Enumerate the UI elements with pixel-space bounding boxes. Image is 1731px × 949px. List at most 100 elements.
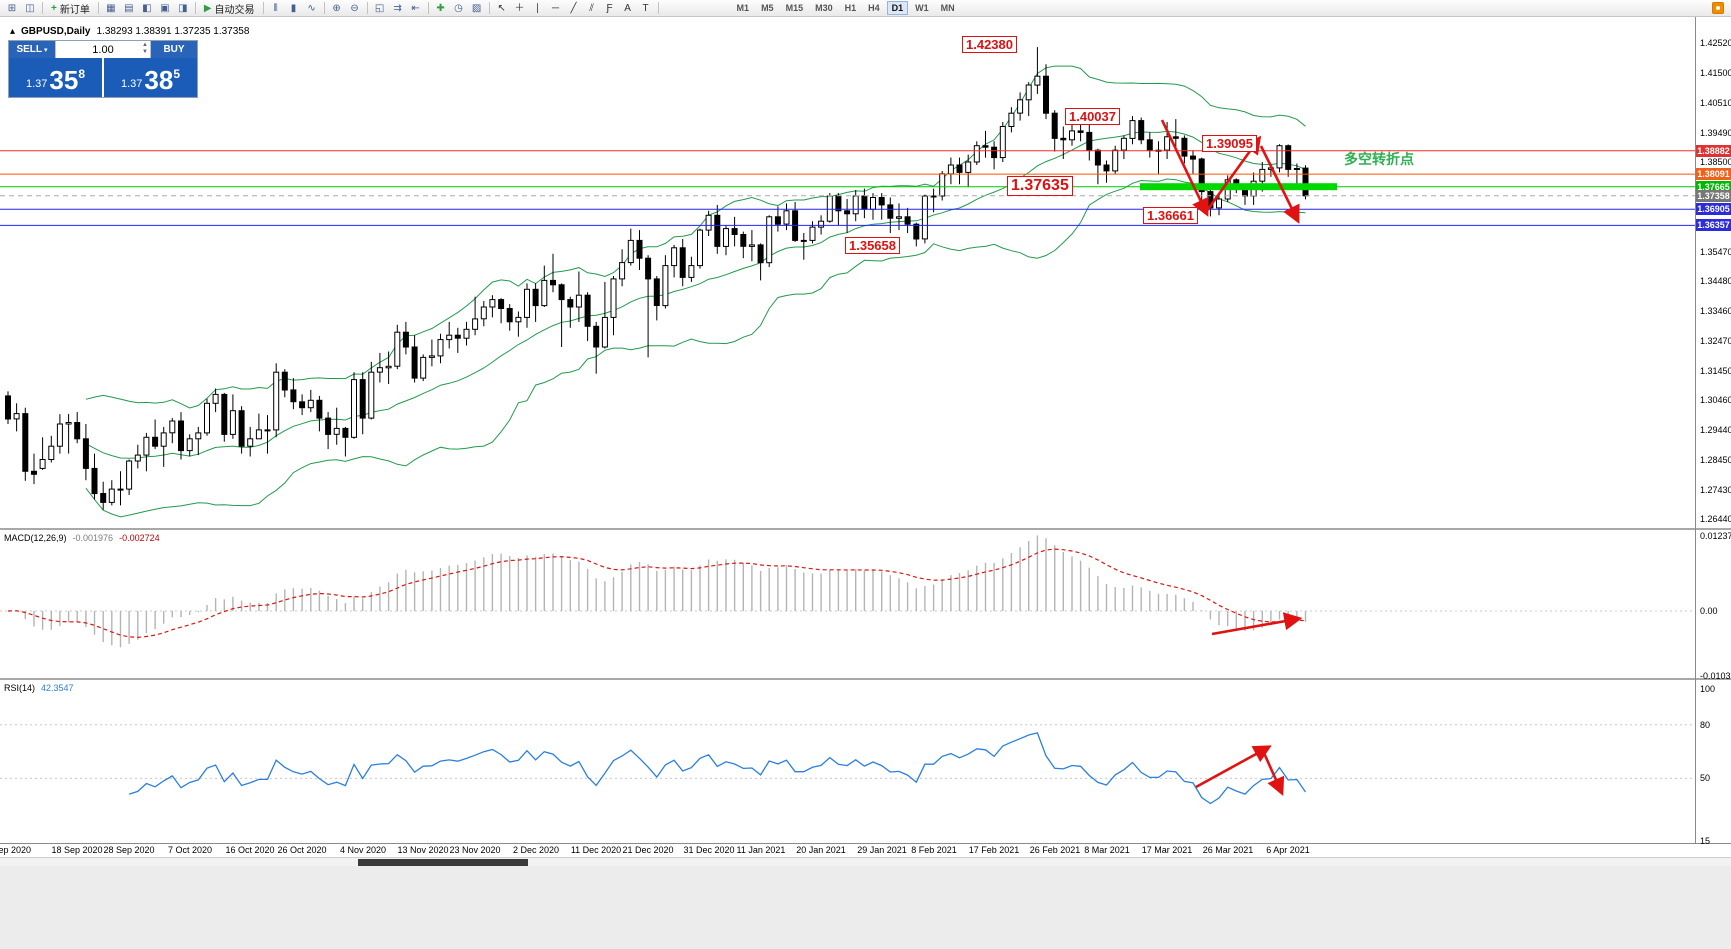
buy-header-button[interactable]: BUY [151, 41, 197, 58]
time-axis-label: 11 Jan 2021 [736, 845, 786, 855]
channel-icon[interactable]: ⫽ [589, 2, 594, 14]
panel-separator[interactable] [0, 678, 1731, 680]
new-order-button[interactable]: + 新订单 [46, 1, 95, 16]
timeframe-h4-button[interactable]: H4 [868, 3, 880, 13]
price-axis-label: 1.38500 [1700, 157, 1731, 167]
profiles-icon[interactable]: ◫ [25, 2, 35, 14]
timeframe-w1-button[interactable]: W1 [915, 3, 929, 13]
timeframe-m30-button[interactable]: M30 [815, 3, 833, 13]
price-annotation[interactable]: 1.39095 [1202, 135, 1257, 152]
sell-button[interactable]: 1.37 35 8 [9, 58, 102, 97]
text-icon[interactable]: A [624, 2, 631, 14]
rsi-axis-label: 15 [1700, 836, 1711, 846]
auto-scroll-icon[interactable]: ⇉ [393, 2, 402, 14]
fibonacci-icon[interactable]: Ƒ [606, 2, 613, 14]
rsi-label: RSI(14) 42.3547 [4, 683, 74, 693]
new-chart-icon[interactable]: ⊞ [7, 2, 17, 14]
price-axis-label: 1.28450 [1700, 455, 1731, 465]
zoom-in-icon[interactable]: ⊕ [332, 2, 341, 14]
alert-badge[interactable] [1712, 2, 1724, 14]
collapse-trade-panel-button[interactable]: ▴ [10, 26, 16, 37]
timeframe-h1-button[interactable]: H1 [844, 3, 857, 13]
trend-arrow-main[interactable] [1160, 119, 1209, 217]
timeframe-mn-button[interactable]: MN [940, 3, 955, 13]
price-axis-label: 1.42520 [1700, 38, 1731, 48]
zoom-out-icon[interactable]: ⊖ [350, 2, 359, 14]
indicators-icon[interactable]: ✚ [436, 2, 445, 14]
time-axis-label: 2 Dec 2020 [512, 845, 560, 855]
price-axis-label: 1.35470 [1700, 247, 1731, 257]
timeframe-m5-button[interactable]: M5 [761, 3, 774, 13]
new-order-button-label: 新订单 [59, 4, 90, 16]
price-axis-label: 1.29440 [1700, 425, 1731, 435]
price-annotation[interactable]: 1.42380 [962, 36, 1017, 53]
trend-arrows[interactable] [1160, 119, 1303, 796]
cursor-icon[interactable]: ↖ [497, 2, 506, 14]
text-annotation[interactable]: 多空转折点 [1344, 151, 1414, 167]
horizontal-scrollbar[interactable] [0, 857, 1731, 866]
toolbar-separator [42, 2, 43, 14]
support-zone-bar[interactable] [1140, 183, 1337, 191]
trend-arrow-main[interactable] [1204, 135, 1262, 213]
bar-chart-icon[interactable]: ⫴ [273, 2, 278, 14]
terminal-icon[interactable]: ▣ [160, 2, 170, 14]
price-annotation[interactable]: 1.36661 [1143, 207, 1198, 224]
horizontal-line-icon[interactable]: ─ [552, 2, 560, 14]
autotrading-button[interactable]: ▶ 自动交易 [199, 1, 260, 16]
price-axis-label: 1.41500 [1700, 68, 1731, 78]
bollinger-upper-band [85, 65, 1306, 409]
trend-arrow-macd[interactable] [1211, 612, 1303, 636]
trend-arrow-main[interactable] [1259, 145, 1300, 224]
trendline-icon[interactable]: ╱ [570, 2, 577, 14]
price-annotation[interactable]: 1.35658 [845, 237, 900, 254]
periods-icon[interactable]: ◷ [454, 2, 463, 14]
buy-button[interactable]: 1.37 38 5 [104, 58, 197, 97]
toolbar-separator [488, 2, 490, 14]
macd-main-value: -0.001976 [72, 533, 114, 543]
volume-input[interactable]: 1.00 ▲ ▼ [55, 41, 151, 58]
volume-decrease-button[interactable]: ▼ [142, 49, 148, 55]
time-axis-label: 6 Apr 2021 [1266, 845, 1310, 855]
candlestick-chart-icon[interactable]: ▮ [290, 2, 297, 14]
navigator-icon[interactable]: ◧ [142, 2, 152, 14]
price-axis-label: 1.31450 [1700, 366, 1731, 376]
timeframe-m15-button[interactable]: M15 [785, 3, 804, 13]
rsi-name: RSI(14) [4, 683, 36, 693]
timeframe-d1-button[interactable]: D1 [886, 1, 909, 15]
price-axis-label: 1.32470 [1700, 336, 1731, 346]
tile-windows-icon[interactable]: ◱ [374, 2, 385, 14]
sell-header-button[interactable]: SELL ▾ [9, 41, 55, 58]
bollinger-middle-band [85, 130, 1306, 459]
macd-name: MACD(12,26,9) [4, 533, 67, 543]
market-watch-icon[interactable]: ▦ [106, 2, 116, 14]
timeframe-m1-button[interactable]: M1 [736, 3, 750, 13]
trend-arrow-rsi[interactable] [1195, 745, 1272, 789]
time-axis-label: 8 Sep 2020 [0, 845, 32, 855]
toolbar-separator [262, 2, 264, 14]
strategy-tester-icon[interactable]: ◨ [178, 2, 188, 14]
price-axis-label: 1.26440 [1700, 514, 1731, 524]
chart-shift-icon[interactable]: ⇤ [411, 2, 420, 14]
price-annotation[interactable]: 1.37635 [1007, 176, 1073, 196]
text-label-icon[interactable]: T [642, 2, 649, 14]
scrollbar-handle[interactable] [358, 859, 528, 866]
volume-increase-button[interactable]: ▲ [142, 42, 148, 48]
time-axis-label: 18 Sep 2020 [51, 845, 103, 855]
crosshair-icon[interactable]: ＋ [514, 2, 525, 14]
time-axis-label: 8 Feb 2021 [911, 845, 957, 855]
toolbar-separator [194, 2, 196, 14]
price-axis-border[interactable] [1695, 17, 1696, 843]
panel-separator[interactable] [0, 528, 1731, 530]
trend-arrow-rsi[interactable] [1262, 752, 1285, 796]
data-window-icon[interactable]: ▤ [124, 2, 134, 14]
window-background [0, 866, 1731, 949]
price-annotation[interactable]: 1.40037 [1065, 108, 1120, 125]
chart-plot-area[interactable] [0, 17, 1695, 843]
buy-label: BUY [163, 44, 185, 55]
vertical-line-icon[interactable]: ∣ [535, 2, 541, 14]
sell-price-sup: 8 [78, 67, 86, 81]
templates-icon[interactable]: ▨ [471, 2, 482, 14]
time-axis-border[interactable] [0, 843, 1731, 844]
line-chart-icon[interactable]: ∿ [307, 2, 316, 14]
